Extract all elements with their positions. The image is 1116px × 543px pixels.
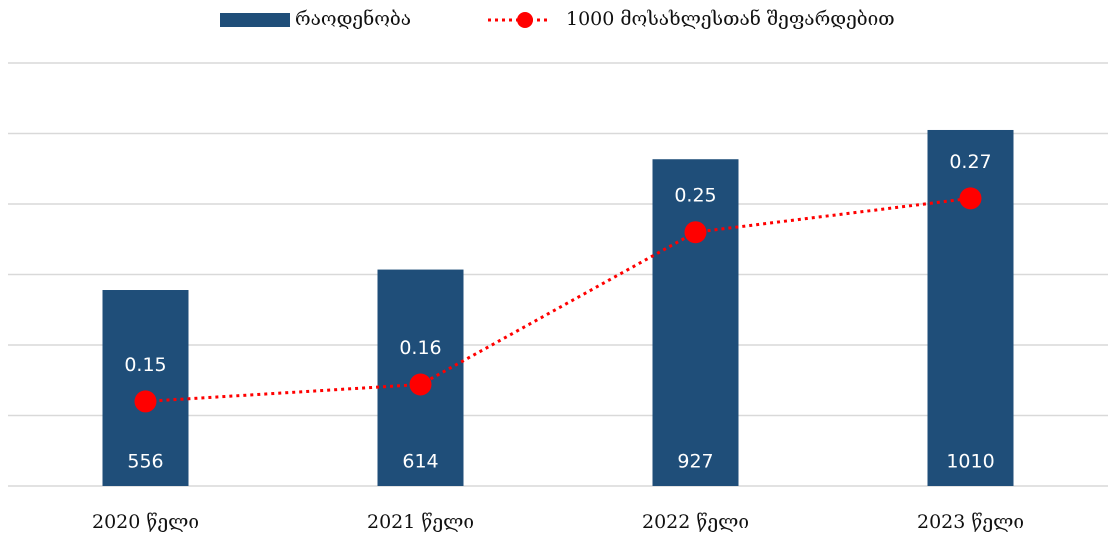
x-tick-label: 2023 წელი [917, 511, 1024, 533]
bar-value-label: 927 [677, 451, 713, 473]
bar [927, 129, 1014, 486]
bar-value-label: 1010 [946, 451, 994, 473]
legend-label: რაოდენობა [295, 8, 411, 30]
bar [652, 159, 739, 487]
line-value-label: 0.27 [949, 151, 991, 173]
line-marker [684, 221, 707, 244]
bar-value-label: 614 [402, 451, 438, 473]
bar [102, 290, 189, 486]
line-value-label: 0.25 [674, 185, 716, 207]
legend-label: 1000 მოსახლესთან შეფარდებით [566, 8, 895, 30]
legend-swatch [220, 13, 290, 27]
x-tick-label: 2020 წელი [92, 511, 199, 533]
line-marker [959, 187, 982, 210]
line [145, 196, 971, 403]
legend-marker [517, 12, 533, 28]
bar-value-label: 556 [127, 451, 163, 473]
line-value-label: 0.16 [399, 337, 441, 359]
x-tick-label: 2021 წელი [367, 511, 474, 533]
x-tick-label: 2022 წელი [642, 511, 749, 533]
line-marker [409, 373, 432, 396]
line-value-label: 0.15 [124, 354, 166, 376]
line-marker [134, 390, 157, 413]
